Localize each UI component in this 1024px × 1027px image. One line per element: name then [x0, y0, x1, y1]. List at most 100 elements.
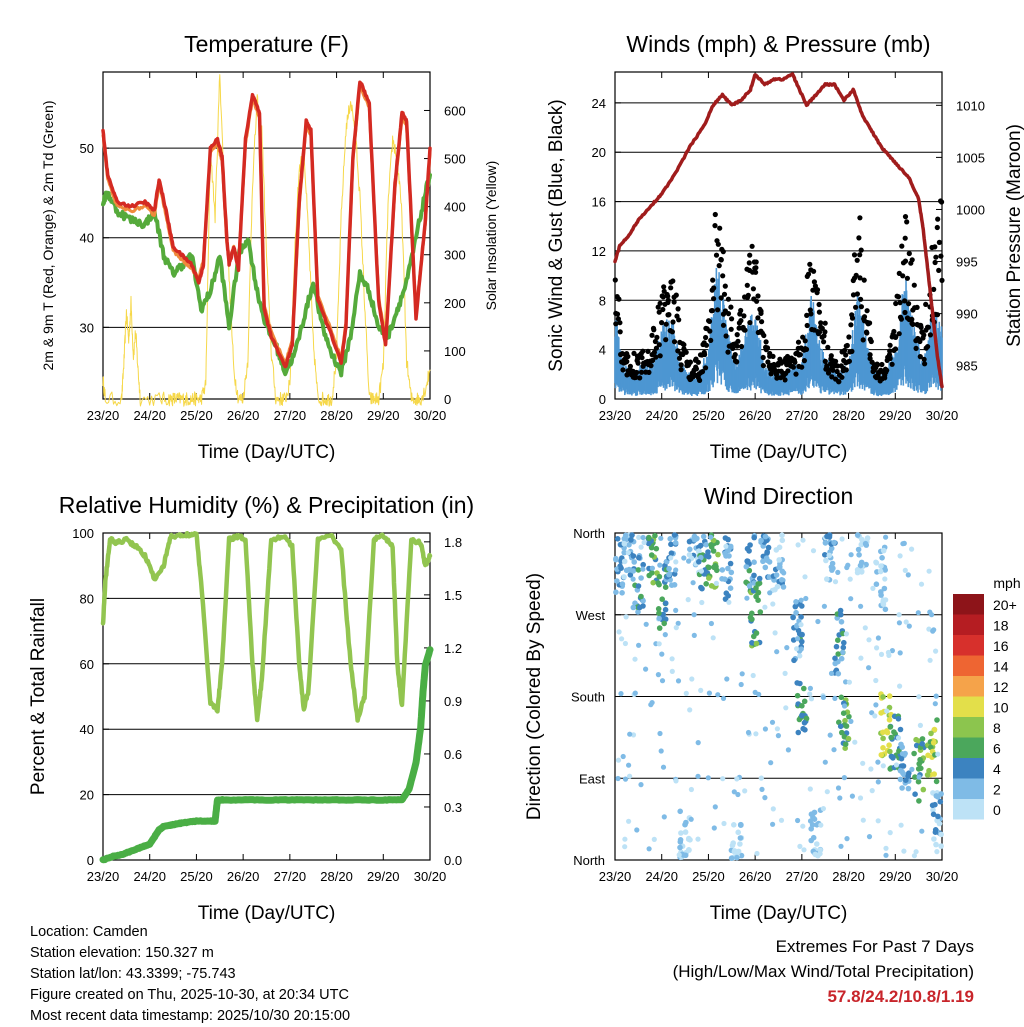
y-tick-label-right: 1005 — [956, 150, 985, 165]
gust-point — [660, 306, 666, 313]
gust-point — [652, 338, 659, 345]
direction-point — [649, 565, 656, 571]
gust-point — [656, 342, 662, 348]
direction-point — [860, 760, 866, 766]
direction-point — [731, 789, 737, 795]
direction-point — [746, 583, 753, 589]
gust-point — [829, 374, 835, 380]
gust-point — [839, 374, 845, 380]
direction-point — [794, 623, 800, 629]
direction-point — [927, 657, 933, 663]
chart-title: Winds (mph) & Pressure (mb) — [626, 31, 930, 57]
direction-point — [662, 600, 669, 606]
direction-point — [691, 632, 697, 639]
gust-point — [753, 269, 759, 275]
gust-point — [902, 309, 908, 316]
direction-point — [703, 553, 710, 559]
direction-point — [932, 801, 938, 808]
direction-point — [808, 837, 814, 844]
direction-point — [774, 726, 781, 732]
direction-point — [905, 773, 911, 779]
direction-point — [615, 775, 621, 782]
direction-point — [866, 834, 873, 840]
direction-point — [746, 548, 752, 554]
direction-point — [808, 696, 815, 702]
direction-point — [778, 817, 785, 823]
direction-point — [824, 533, 830, 540]
direction-point — [767, 590, 773, 596]
direction-point — [898, 741, 904, 748]
gust-point — [893, 300, 899, 307]
direction-point — [695, 836, 701, 842]
direction-point — [784, 645, 790, 651]
direction-point — [662, 606, 669, 613]
gust-point — [799, 364, 805, 370]
direction-point — [799, 712, 805, 719]
gust-point — [728, 326, 734, 332]
direction-point — [917, 722, 924, 729]
direction-point — [669, 668, 675, 675]
gust-point — [896, 331, 902, 337]
direction-point — [909, 546, 915, 552]
direction-point — [873, 559, 879, 565]
direction-point — [749, 616, 755, 622]
y-tick-label: 60 — [80, 657, 94, 672]
direction-point — [840, 644, 847, 651]
gust-point — [811, 268, 817, 274]
direction-point — [657, 730, 663, 737]
direction-point — [676, 852, 682, 858]
direction-point — [758, 775, 764, 781]
gust-point — [909, 316, 915, 322]
direction-point — [839, 536, 845, 542]
y-tick-label-right: 995 — [956, 255, 978, 270]
direction-point — [778, 577, 785, 583]
gust-point — [804, 312, 810, 318]
direction-point — [906, 623, 912, 629]
direction-point — [938, 791, 944, 797]
gust-point — [821, 333, 827, 339]
legend-swatch — [953, 614, 984, 635]
gust-point — [914, 304, 920, 310]
legend-label: 20+ — [993, 597, 1017, 613]
gust-point — [793, 371, 799, 377]
x-axis-label: Time (Day/UTC) — [710, 903, 848, 924]
direction-point — [675, 678, 682, 684]
direction-point — [731, 849, 738, 855]
direction-point — [785, 747, 792, 753]
direction-point — [835, 651, 841, 657]
direction-point — [896, 620, 903, 626]
direction-point — [677, 837, 684, 843]
gust-point — [807, 307, 813, 313]
direction-point — [755, 589, 762, 596]
direction-point — [779, 537, 786, 544]
direction-point — [745, 729, 752, 736]
gust-point — [624, 372, 630, 378]
gust-point — [707, 328, 713, 334]
direction-point — [928, 730, 934, 737]
direction-point — [843, 679, 849, 685]
direction-point — [798, 622, 804, 628]
direction-point — [635, 609, 641, 615]
gust-point — [935, 216, 941, 222]
direction-point — [808, 811, 815, 817]
direction-point — [677, 808, 683, 815]
direction-point — [828, 670, 835, 677]
direction-point — [621, 540, 628, 547]
direction-point — [793, 599, 799, 605]
gust-point — [824, 363, 830, 369]
gust-point — [764, 345, 771, 351]
direction-point — [636, 554, 642, 561]
direction-point — [686, 847, 692, 853]
plot-frame — [102, 532, 431, 861]
gust-point — [670, 278, 676, 284]
direction-point — [933, 778, 940, 785]
gust-point — [693, 366, 700, 372]
x-tick-label: 28/20 — [320, 869, 353, 884]
direction-point — [919, 741, 925, 747]
direction-point — [883, 597, 889, 603]
gust-point — [785, 368, 791, 374]
gust-point — [825, 344, 831, 350]
station-info: Location: Camden Station elevation: 150.… — [30, 922, 350, 1027]
y-tick-label-right: 0.6 — [444, 747, 462, 762]
gust-point — [853, 272, 859, 278]
